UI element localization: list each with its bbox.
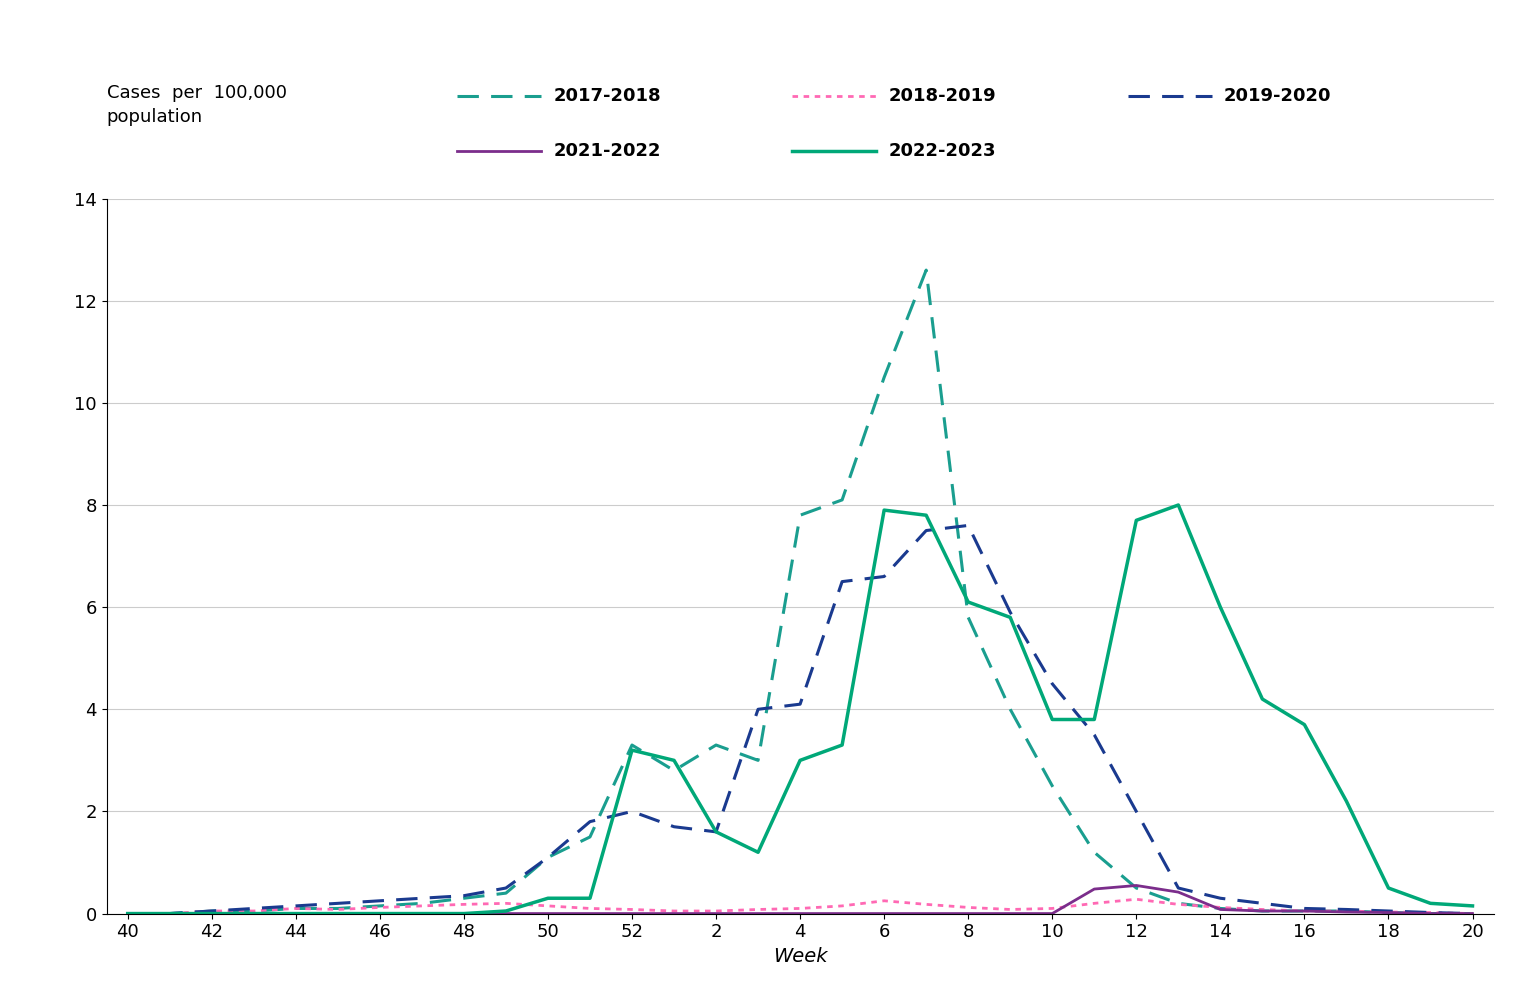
Text: 2022-2023: 2022-2023 [888,142,997,160]
Text: 2019-2020: 2019-2020 [1224,87,1332,105]
Text: 2018-2019: 2018-2019 [888,87,997,105]
Text: 2021-2022: 2021-2022 [553,142,661,160]
X-axis label: Week: Week [773,947,828,966]
Text: Cases  per  100,000
population: Cases per 100,000 population [107,84,287,126]
Text: 2017-2018: 2017-2018 [553,87,661,105]
